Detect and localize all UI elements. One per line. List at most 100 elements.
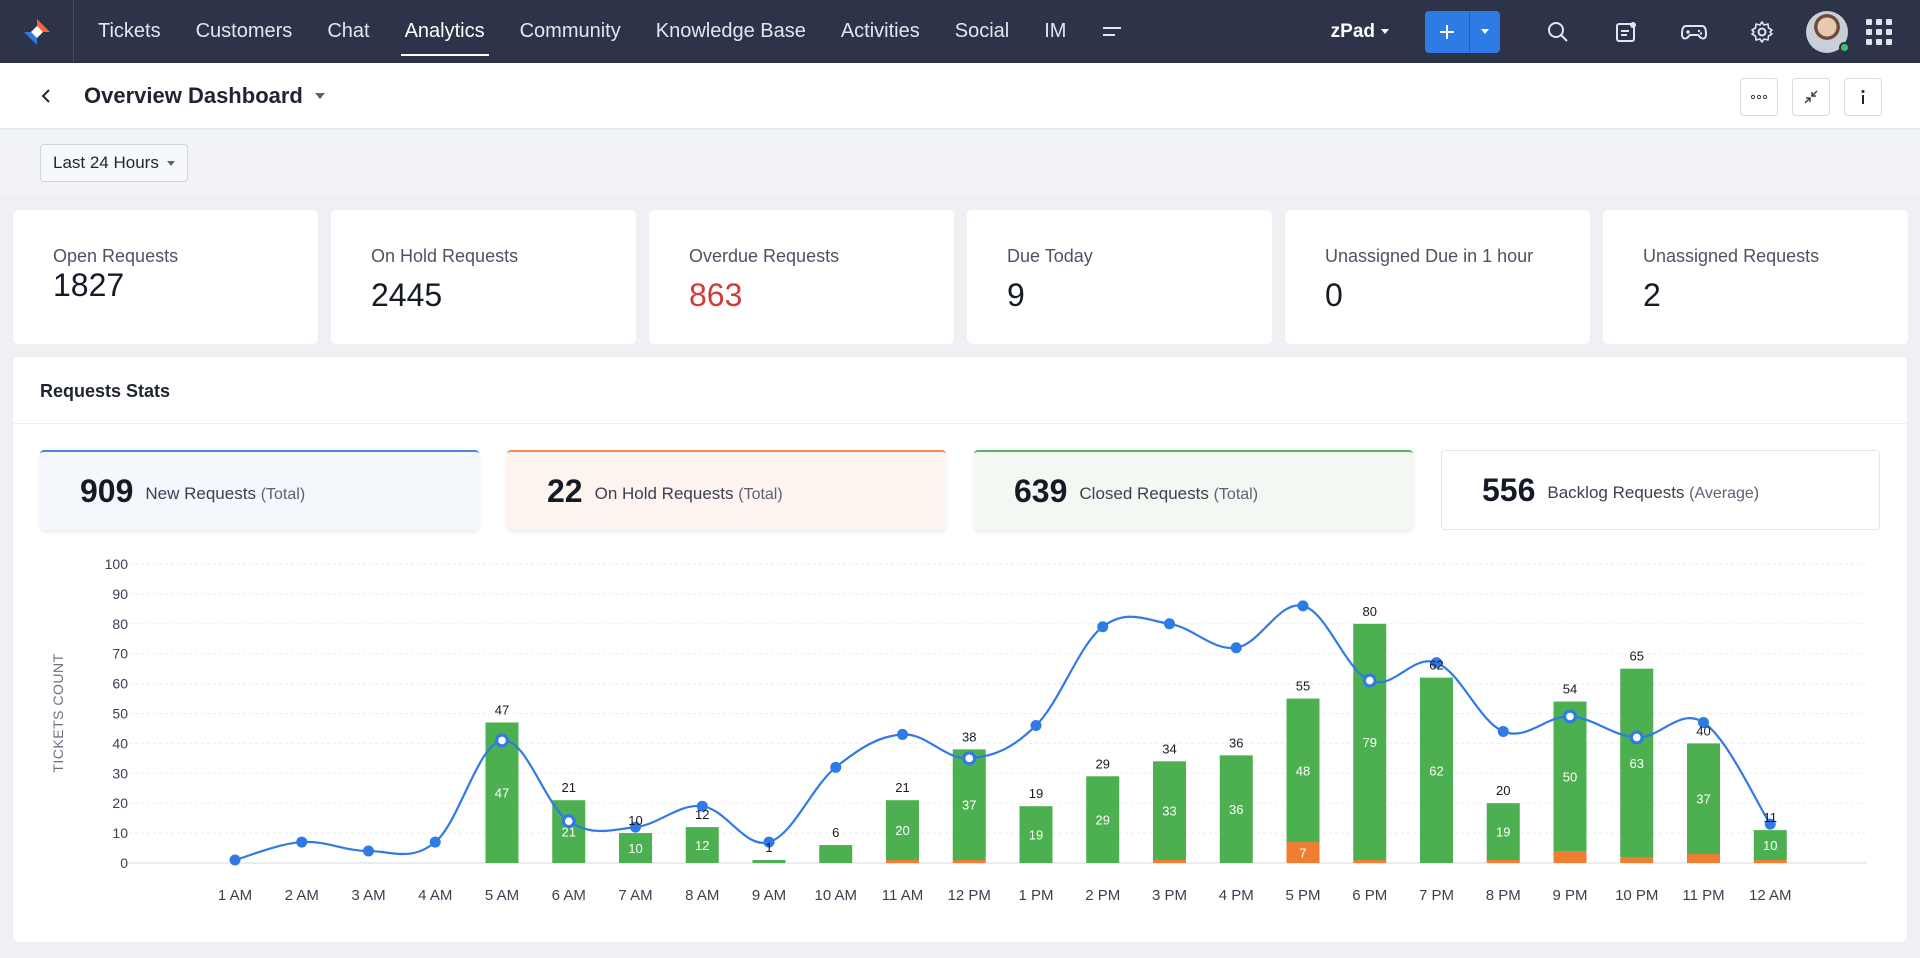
x-tick-label: 2 PM <box>1085 887 1120 904</box>
kpi-unassigned-requests[interactable]: Unassigned Requests 2 <box>1603 210 1908 344</box>
main-nav: Tickets Customers Chat Analytics Communi… <box>98 0 1127 63</box>
stat-sublabel: (Total) <box>260 486 306 503</box>
y-tick-label: 90 <box>112 586 128 602</box>
line-point <box>763 836 775 848</box>
x-tick-label: 9 AM <box>752 887 786 904</box>
bar-segment-green <box>1687 743 1720 855</box>
bar-inner-label: 63 <box>1630 756 1644 771</box>
notes-icon <box>1616 21 1636 42</box>
nav-more-icon[interactable] <box>1103 20 1127 44</box>
settings-button[interactable] <box>1744 14 1780 50</box>
bar-segment-green <box>752 860 786 863</box>
apps-grid-icon[interactable] <box>1866 18 1892 45</box>
info-button[interactable] <box>1844 78 1882 116</box>
line-point <box>630 821 641 833</box>
bar-inner-label: 37 <box>1696 792 1710 807</box>
bar-total-label: 54 <box>1563 682 1577 697</box>
stat-on-hold-requests[interactable]: 22 On Hold Requests (Total) <box>507 450 946 530</box>
bar-total-label: 47 <box>495 702 509 717</box>
stat-label: Closed Requests (Total) <box>1079 484 1258 504</box>
kpi-due-today[interactable]: Due Today 9 <box>967 210 1272 344</box>
add-dropdown-button[interactable] <box>1469 10 1500 53</box>
bar-segment-green <box>1019 806 1053 863</box>
nav-customers[interactable]: Customers <box>195 20 293 42</box>
x-tick-label: 6 PM <box>1352 887 1387 904</box>
time-range-dropdown[interactable]: Last 24 Hours <box>40 144 188 182</box>
bar-inner-label: 79 <box>1363 735 1377 750</box>
line-point <box>1297 600 1309 612</box>
page-title: Overview Dashboard <box>84 82 303 108</box>
kpi-overdue-requests[interactable]: Overdue Requests 863 <box>649 210 954 344</box>
chevron-left-icon <box>41 88 50 103</box>
nav-analytics[interactable]: Analytics <box>400 0 489 63</box>
nav-im[interactable]: IM <box>1044 20 1067 42</box>
time-range-value: Last 24 Hours <box>53 153 159 172</box>
stat-value: 22 <box>547 472 583 509</box>
nav-social[interactable]: Social <box>954 20 1010 42</box>
bar-segment-green <box>1219 755 1253 863</box>
stat-new-requests[interactable]: 909 New Requests (Total) <box>40 450 479 530</box>
bar-segment-green <box>1286 698 1320 843</box>
kpi-unassigned-due-1h[interactable]: Unassigned Due in 1 hour 0 <box>1285 210 1590 344</box>
add-button[interactable] <box>1425 10 1469 53</box>
bar-segment-green <box>1486 803 1520 861</box>
stat-label-text: Backlog Requests <box>1547 483 1685 502</box>
stat-label: On Hold Requests (Total) <box>595 484 783 504</box>
search-icon <box>1548 21 1568 42</box>
stat-backlog-requests[interactable]: 556 Backlog Requests (Average) <box>1441 450 1880 530</box>
stat-closed-requests[interactable]: 639 Closed Requests (Total) <box>974 450 1413 530</box>
divider <box>13 423 1907 424</box>
nav-tickets[interactable]: Tickets <box>98 20 161 42</box>
bar-inner-label: 48 <box>1296 763 1310 778</box>
bar-segment-green <box>685 827 719 863</box>
header-actions <box>1740 78 1882 116</box>
line-point <box>296 836 308 848</box>
bar-segment-orange <box>1153 860 1186 863</box>
y-tick-label: 80 <box>112 616 128 632</box>
nav-chat[interactable]: Chat <box>327 20 370 42</box>
org-switcher[interactable]: zPad <box>1331 21 1389 43</box>
bar-total-label: 29 <box>1096 756 1110 771</box>
bar-total-label: 12 <box>695 807 709 822</box>
y-axis-label: TICKETS COUNT <box>50 653 66 772</box>
search-button[interactable] <box>1540 14 1576 50</box>
x-tick-label: 2 AM <box>285 887 319 904</box>
kpi-value: 2 <box>1643 277 1661 313</box>
bar-inner-label: 19 <box>1029 828 1043 843</box>
line-point <box>1764 818 1776 830</box>
bar-total-label: 1 <box>765 840 772 855</box>
nav-community[interactable]: Community <box>519 20 621 42</box>
line-point-center <box>1566 712 1574 721</box>
back-button[interactable] <box>36 86 56 106</box>
bar-segment-orange <box>1687 854 1720 863</box>
dashboard-selector[interactable]: Overview Dashboard <box>84 83 325 109</box>
collapse-button[interactable] <box>1792 78 1830 116</box>
bar-segment-green <box>1620 668 1654 858</box>
kpi-open-requests[interactable]: Open Requests 1827 <box>13 210 318 344</box>
line-point <box>429 836 441 848</box>
user-avatar[interactable] <box>1806 10 1850 53</box>
bar-segment-orange <box>886 860 919 863</box>
nav-activities[interactable]: Activities <box>840 20 920 42</box>
y-tick-label: 0 <box>120 855 128 871</box>
stat-value: 639 <box>1014 472 1068 509</box>
plus-icon <box>1440 24 1454 39</box>
bar-inner-label: 36 <box>1229 802 1243 817</box>
kpi-cards: Open Requests 1827 On Hold Requests 2445… <box>13 210 1908 344</box>
kpi-on-hold-requests[interactable]: On Hold Requests 2445 <box>331 210 636 344</box>
bar-segment-orange <box>1620 857 1654 863</box>
kpi-value: 863 <box>689 277 743 313</box>
bar-total-label: 21 <box>895 780 909 795</box>
nav-knowledge-base[interactable]: Knowledge Base <box>655 20 806 42</box>
notes-button[interactable] <box>1608 14 1644 50</box>
x-tick-label: 12 AM <box>1749 887 1792 904</box>
x-tick-label: 8 PM <box>1486 887 1521 904</box>
game-button[interactable] <box>1676 14 1712 50</box>
app-logo[interactable] <box>0 0 74 63</box>
chevron-down-icon <box>314 92 325 99</box>
more-options-button[interactable] <box>1740 78 1778 116</box>
kpi-value: 9 <box>1007 277 1025 313</box>
line-point <box>1497 725 1509 737</box>
bar-inner-label: 62 <box>1429 763 1443 778</box>
stat-label-text: New Requests <box>145 484 256 503</box>
